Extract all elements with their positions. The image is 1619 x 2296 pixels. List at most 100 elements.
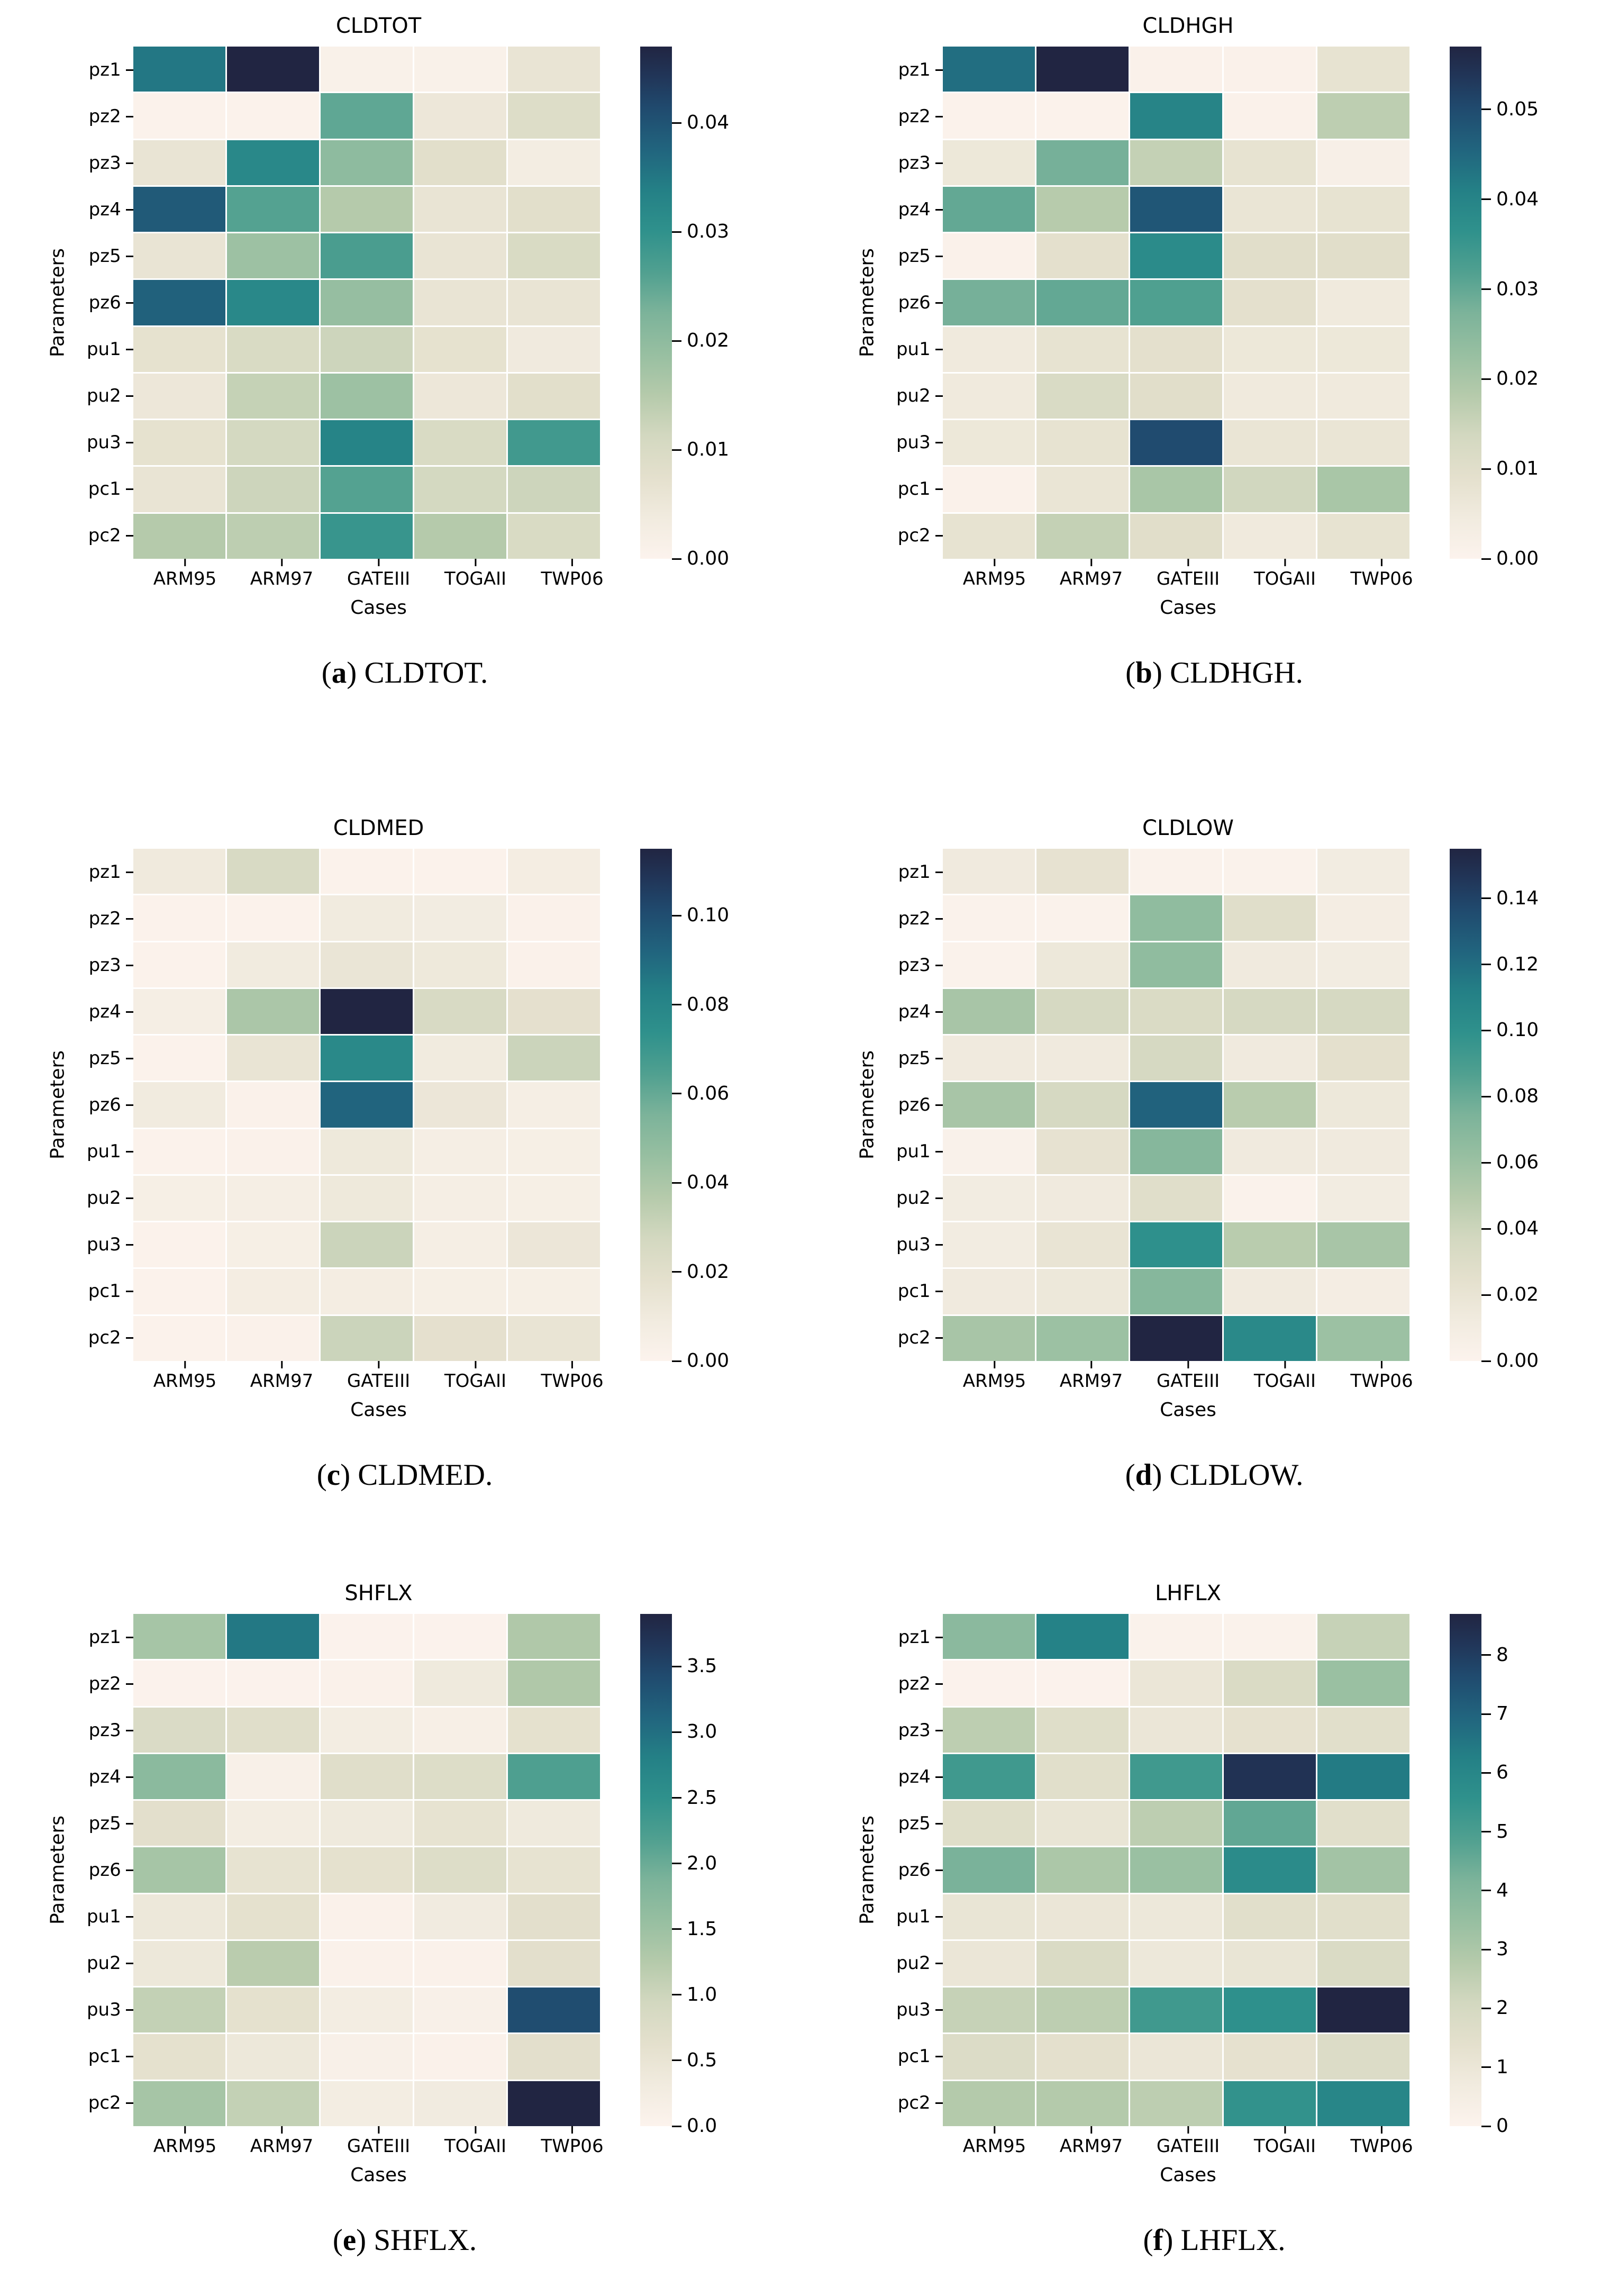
heatmap-cell — [942, 1036, 1035, 1081]
heatmap-cell — [133, 1660, 225, 1706]
y-tick-label: pu3 — [896, 432, 931, 453]
heatmap-cell — [1036, 1754, 1129, 1800]
heatmap-cell — [1317, 1269, 1409, 1314]
y-tick-label: pz2 — [88, 908, 121, 929]
y-tick: pu1 — [72, 1128, 133, 1175]
colorbar-tick-mark — [1481, 1713, 1491, 1715]
heatmap-cell — [226, 467, 319, 512]
x-tick: GATEIII — [1157, 2126, 1220, 2155]
y-tick-label: pc2 — [897, 525, 931, 546]
x-tick-mark — [571, 559, 573, 566]
colorbar: 0.00 0.01 0.02 0.03 0.04 0.05 — [1450, 47, 1576, 568]
heatmap-cell — [942, 1129, 1035, 1174]
figure-inner: CLDLOW Parameters pz1 pz2 pz3 pz4 pz5 pz6 pu1 pu2… — [853, 816, 1576, 1421]
heatmap-cell — [320, 280, 413, 325]
y-tick-mark — [935, 348, 943, 350]
figure-caption: (a) CLDTOT. — [0, 656, 810, 690]
y-tick-mark — [125, 302, 133, 304]
x-tick-label: ARM95 — [962, 1371, 1026, 1392]
caption-open-paren: ( — [332, 2224, 343, 2257]
heatmap-cell — [320, 988, 413, 1034]
y-tick: pu3 — [72, 419, 133, 466]
colorbar-tick-mark — [1481, 1095, 1491, 1097]
heatmap-cell — [320, 2034, 413, 2080]
x-tick-label: TWP06 — [541, 2136, 604, 2157]
y-tick-label: pc2 — [88, 1327, 121, 1348]
heatmap-cell — [414, 895, 506, 941]
y-tick-mark — [935, 918, 943, 920]
caption-letter: d — [1135, 1458, 1152, 1492]
heatmap-cell — [133, 1894, 225, 1939]
heatmap-cell — [1223, 1269, 1316, 1314]
y-tick: pz6 — [72, 279, 133, 326]
colorbar-tick: 8 — [1481, 1645, 1508, 1665]
heatmap-cell — [1317, 420, 1409, 466]
heatmap-cell — [942, 373, 1035, 419]
colorbar-tick-label: 0.01 — [1496, 458, 1539, 480]
colorbar-tick: 0.04 — [672, 113, 729, 132]
x-tick-mark — [1381, 2126, 1382, 2134]
heatmap-cell — [507, 140, 600, 185]
caption-text: LHFLX. — [1180, 2224, 1286, 2257]
y-tick-label: pu2 — [86, 1953, 121, 1974]
y-tick: pz2 — [881, 1660, 943, 1707]
heatmap-cell — [1223, 1754, 1316, 1800]
colorbar-tick-label: 0.02 — [687, 1260, 730, 1283]
x-tick-label: ARM95 — [962, 568, 1026, 589]
heatmap-cell — [1317, 2034, 1409, 2080]
y-tick: pz4 — [72, 1754, 133, 1800]
colorbar-tick: 0.04 — [672, 1173, 729, 1192]
x-tick-mark — [1381, 559, 1382, 566]
y-tick-label: pz4 — [898, 199, 931, 220]
y-tick-mark — [125, 1776, 133, 1778]
y-tick-mark — [125, 1822, 133, 1825]
heatmap-cell — [1317, 1707, 1409, 1753]
heatmap-cell — [507, 988, 600, 1034]
heatmap-cell — [1317, 1801, 1409, 1846]
x-tick-mark — [378, 1361, 379, 1368]
x-tick-label: TWP06 — [1350, 1371, 1413, 1392]
heatmap-cell — [507, 1801, 600, 1846]
heatmap-cell — [133, 1315, 225, 1361]
x-tick-label: TWP06 — [541, 568, 604, 589]
heatmap-cell — [507, 849, 600, 894]
figure-caption: (f) LHFLX. — [810, 2224, 1619, 2257]
heatmap-cell — [1223, 93, 1316, 139]
y-tick-label: pz3 — [898, 955, 931, 976]
y-tick-mark — [935, 1916, 943, 1918]
heatmap-cell — [320, 1222, 413, 1268]
colorbar-tick: 0.03 — [672, 222, 729, 241]
y-tick-mark — [125, 871, 133, 873]
y-tick-label: pz2 — [898, 1673, 931, 1694]
heatmap-cell — [226, 1036, 319, 1081]
y-tick: pz3 — [72, 140, 133, 186]
heatmap-cell — [1130, 326, 1222, 372]
y-axis-label-wrap: Parameters — [853, 47, 881, 559]
x-tick-label: TOGAII — [1253, 2136, 1316, 2157]
y-tick-mark — [935, 488, 943, 490]
y-tick-label: pc2 — [88, 2092, 121, 2113]
heatmap-cell — [414, 1988, 506, 2033]
y-tick-mark — [935, 1729, 943, 1731]
y-tick-mark — [125, 395, 133, 397]
x-tick: ARM95 — [153, 559, 216, 588]
x-tick-mark — [993, 559, 995, 566]
colorbar-tick: 5 — [1481, 1822, 1508, 1841]
colorbar-tick: 0.00 — [672, 549, 729, 568]
heatmap-cell — [507, 1082, 600, 1128]
heatmap-cell — [226, 895, 319, 941]
heatmap-cell — [1036, 1082, 1129, 1128]
colorbar-tick-label: 0.5 — [687, 2049, 717, 2071]
caption-close-paren: ) — [1163, 2224, 1181, 2257]
y-tick: pz6 — [881, 1082, 943, 1128]
heatmap-cell — [226, 849, 319, 894]
colorbar-tick-mark — [672, 449, 681, 451]
colorbar-tick: 2 — [1481, 1999, 1508, 2018]
heatmap-cell — [414, 1129, 506, 1174]
heatmap-cell — [1130, 93, 1222, 139]
heatmap-cell — [942, 849, 1035, 894]
heatmap-cell — [1223, 1801, 1316, 1846]
heatmap-cell — [320, 186, 413, 232]
heatmap-cell — [1130, 849, 1222, 894]
y-tick-label: pu3 — [86, 1999, 121, 2020]
